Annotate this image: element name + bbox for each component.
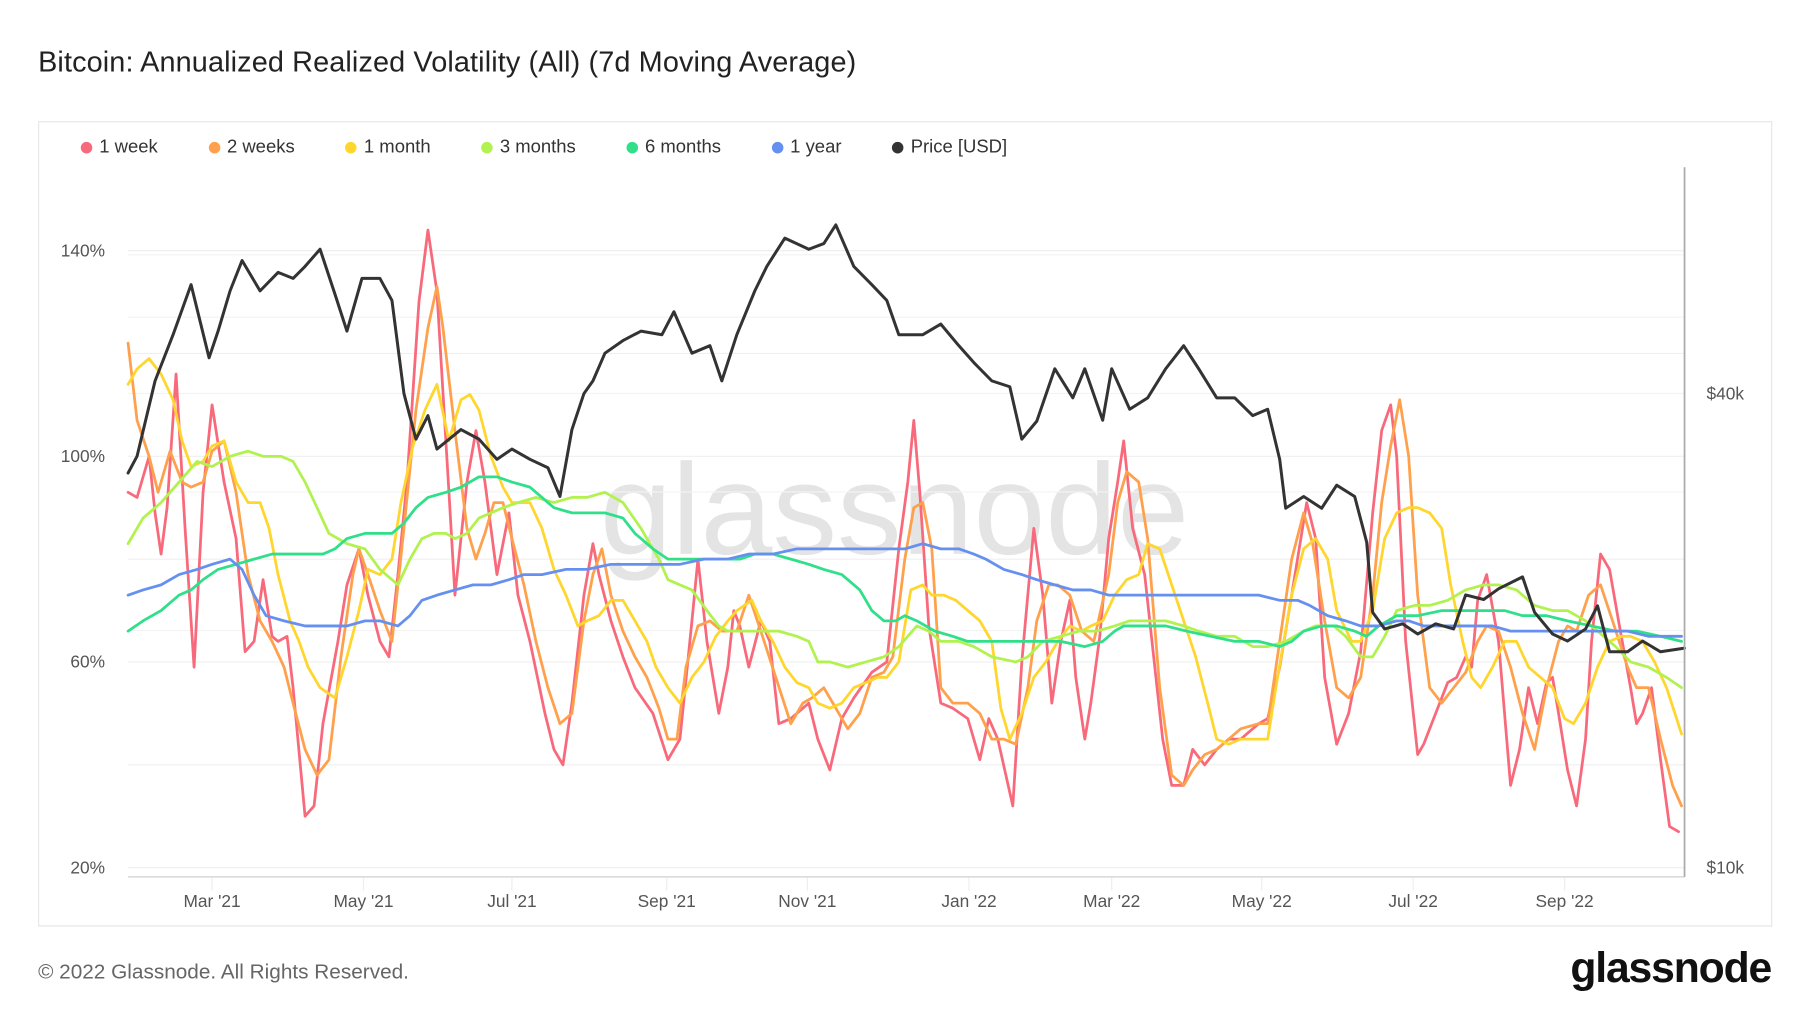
legend-item[interactable]: 1 week (80, 137, 158, 158)
axes: Mar '21 May '21 Jul '21 Sep '21 Nov '21 Jan '… (61, 167, 1744, 911)
legend-label: 3 months (499, 137, 576, 157)
series-line-1-week (126, 228, 1680, 834)
legend-dot-icon (771, 141, 784, 154)
legend-dot-icon (80, 141, 93, 154)
series-line-1-year (126, 542, 1683, 638)
chart-title: Bitcoin: Annualized Realized Volatility … (38, 46, 857, 79)
series-line-6-months (126, 475, 1683, 648)
series-line-3-months (126, 449, 1683, 690)
y-right-tick-label: $40k (1706, 383, 1744, 403)
x-tick-label: Sep '22 (1536, 891, 1594, 911)
legend-dot-icon (892, 141, 904, 154)
legend-label: 1 year (790, 137, 842, 157)
legend-dot-icon (626, 141, 639, 154)
legend-item[interactable]: 1 year (771, 137, 842, 158)
series-line-price-usd (126, 223, 1687, 654)
legend-dot-icon (345, 141, 357, 154)
legend-item[interactable]: 3 months (481, 137, 576, 158)
legend-item[interactable]: 2 weeks (208, 137, 295, 158)
chart-frame (38, 121, 1773, 927)
legend-dot-icon (481, 141, 493, 154)
y-left-tick-label: 140% (61, 240, 105, 260)
legend-item[interactable]: 6 months (626, 137, 721, 158)
legend-label: 1 week (99, 137, 158, 157)
series-line-2-weeks (126, 285, 1683, 808)
legend-label: 2 weeks (226, 137, 295, 157)
series-lines (126, 223, 1687, 834)
x-tick-label: Jul '22 (1388, 891, 1437, 911)
legend-item[interactable]: 1 month (345, 137, 431, 158)
x-tick-label: May '22 (1232, 891, 1292, 911)
x-tick-label: Mar '22 (1083, 891, 1140, 911)
x-tick-label: Jan '22 (941, 891, 996, 911)
copyright-footer: © 2022 Glassnode. All Rights Reserved. (38, 959, 409, 984)
x-tick-label: Sep '21 (638, 891, 696, 911)
glassnode-logo: glassnode (1570, 943, 1772, 992)
x-tick-label: Nov '21 (778, 891, 836, 911)
series-line-1-month (126, 357, 1683, 746)
x-tick-label: May '21 (333, 891, 393, 911)
legend-label: 6 months (645, 137, 721, 157)
legend-item[interactable]: Price [USD] (892, 137, 1007, 158)
y-left-tick-label: 20% (70, 857, 105, 877)
legend-label: 1 month (363, 137, 431, 157)
legend: 1 week 2 weeks 1 month 3 months 6 months 1 ye… (80, 137, 1058, 158)
y-left-tick-label: 60% (70, 652, 105, 672)
legend-dot-icon (208, 141, 221, 154)
x-tick-label: Mar '21 (183, 891, 240, 911)
y-right-tick-label: $10k (1706, 857, 1744, 877)
legend-label: Price [USD] (910, 137, 1008, 157)
x-tick-label: Jul '21 (487, 891, 536, 911)
y-left-tick-label: 100% (61, 446, 105, 466)
